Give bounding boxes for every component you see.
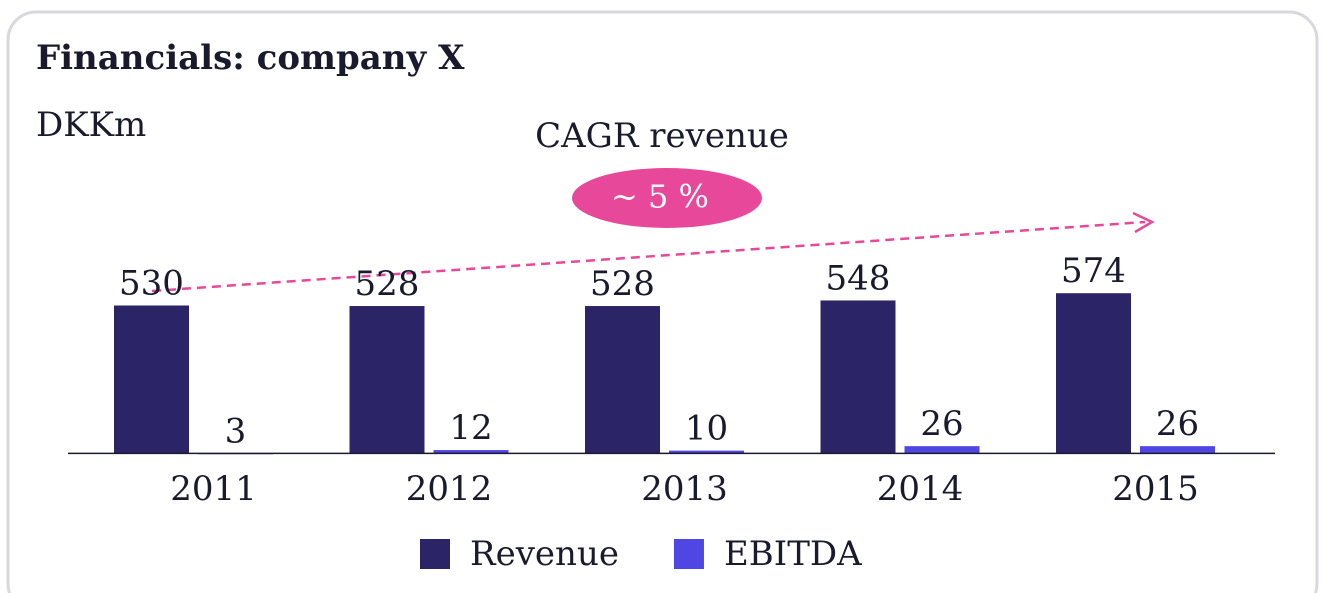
data-label: 3 [225,411,247,451]
bar [904,446,980,454]
trend-arrowhead [1132,211,1155,234]
x-tick-label: 2013 [641,469,728,509]
legend-swatch [420,539,450,569]
bar [1140,446,1215,454]
data-label: 10 [685,409,728,449]
chart-subtitle: DKKm [36,105,146,145]
annotation-label: CAGR revenue [535,116,789,156]
bar [349,306,425,454]
data-label: 548 [826,258,891,298]
data-label: 26 [1156,404,1199,444]
bar [433,450,509,454]
data-label: 530 [119,263,184,303]
legend-swatch [673,539,704,569]
annotation-badge [572,168,762,228]
bar [820,300,896,454]
trend-arrow [151,220,1146,293]
x-tick-label: 2012 [406,469,493,509]
card [6,10,1319,593]
bar [585,306,660,454]
bar [669,450,744,454]
data-label: 574 [1061,251,1126,291]
data-label: 528 [590,264,655,304]
x-tick-label: 2015 [1112,469,1199,509]
chart-title: Financials: company X [36,38,465,78]
data-label: 12 [449,408,492,448]
data-label: 26 [920,404,963,444]
x-tick-label: 2011 [170,469,257,509]
legend-label: Revenue [470,534,619,574]
bar [1056,293,1131,454]
data-label: 528 [355,264,420,304]
bar [114,305,189,454]
legend-label: EBITDA [724,534,862,574]
annotation-value: ~ 5 % [611,178,709,216]
x-tick-label: 2014 [877,469,964,509]
